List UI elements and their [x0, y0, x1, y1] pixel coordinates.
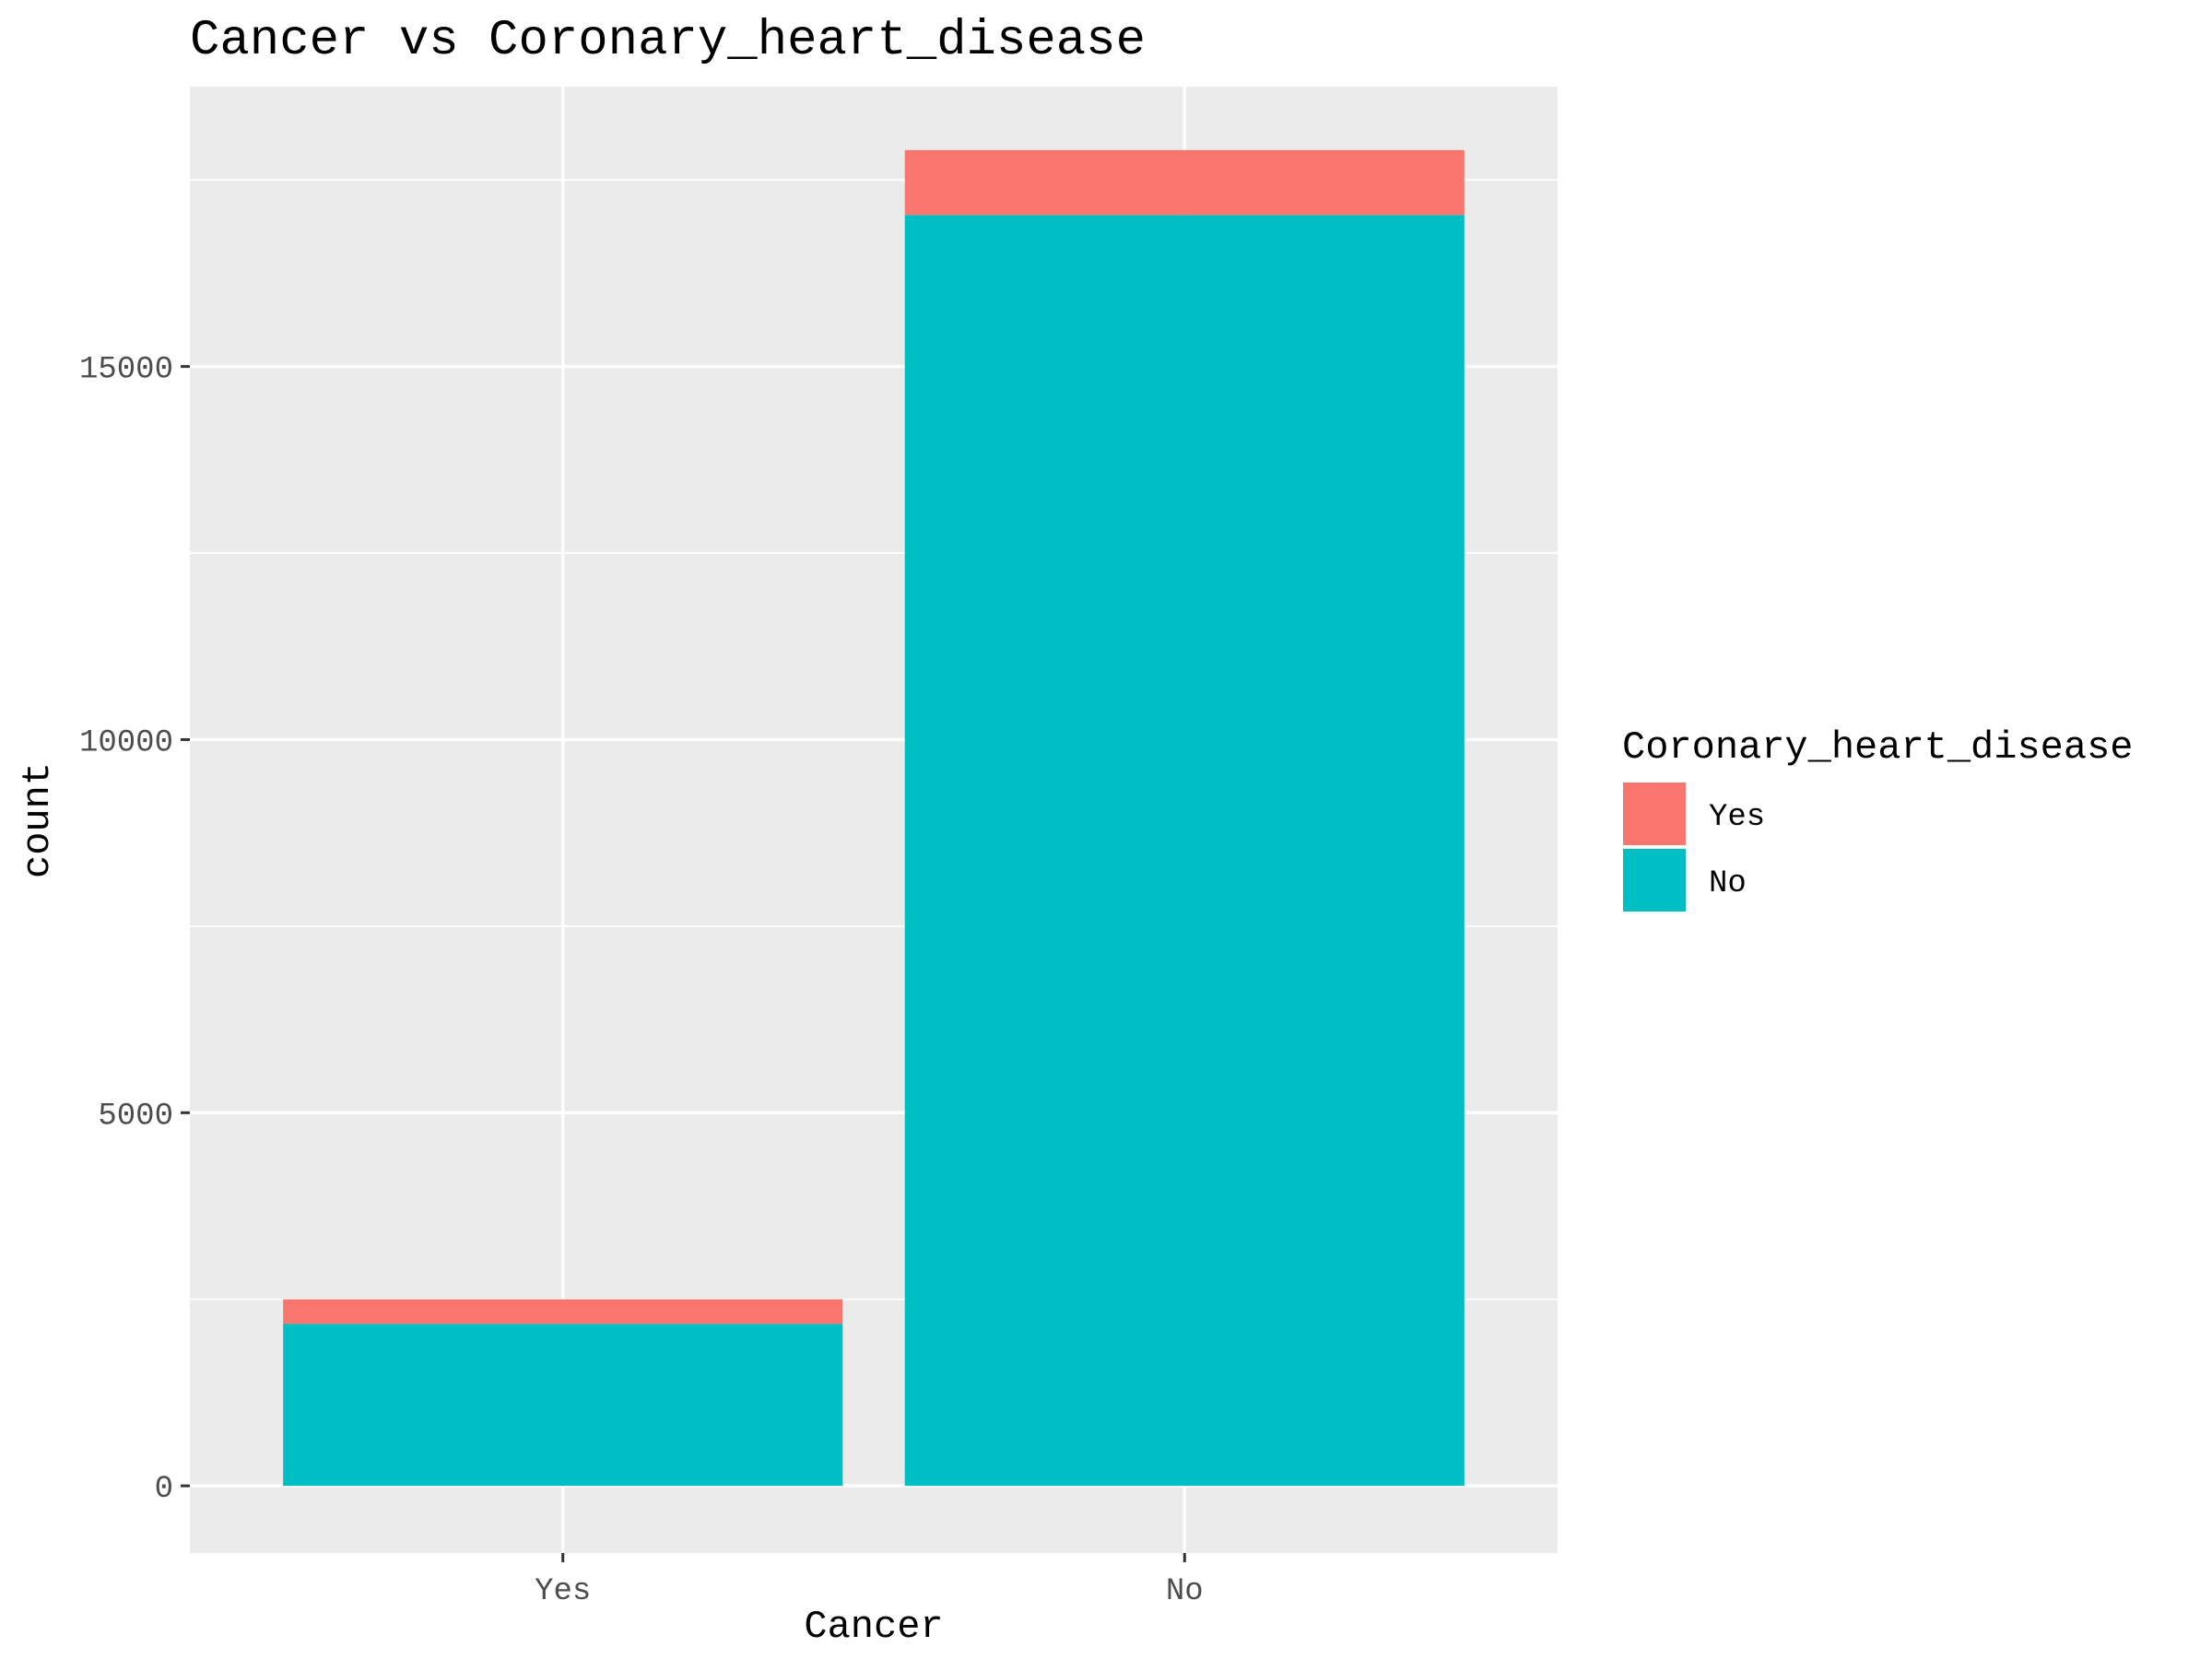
bar-no-no: [904, 215, 1465, 1487]
x-tick-label: Yes: [535, 1574, 591, 1609]
bars: [283, 149, 1465, 1487]
legend: Coronary_heart_disease Yes No: [1621, 725, 2134, 913]
legend-title: Coronary_heart_disease: [1622, 725, 2134, 770]
x-axis-ticks: Yes No: [535, 1553, 1204, 1609]
bar-yes-yes: [283, 1299, 843, 1324]
x-axis-title: Cancer: [804, 1605, 943, 1649]
legend-key-yes: [1621, 781, 1688, 847]
legend-label-yes: Yes: [1709, 800, 1765, 835]
y-tick-label: 15000: [79, 353, 173, 388]
chart-title: Cancer vs Coronary_heart_disease: [190, 13, 1146, 69]
bar-no-yes: [904, 149, 1465, 216]
x-tick-label: No: [1166, 1574, 1204, 1609]
legend-items: Yes No: [1621, 781, 1765, 913]
bar-yes-no: [283, 1324, 843, 1487]
y-tick-label: 10000: [79, 725, 173, 760]
legend-label-no: No: [1709, 866, 1747, 901]
y-tick-label: 0: [155, 1472, 173, 1507]
y-tick-label: 5000: [98, 1099, 173, 1134]
y-axis-ticks: 0 5000 10000 15000: [79, 353, 190, 1507]
y-axis-title: count: [16, 762, 60, 878]
legend-key-no: [1621, 847, 1688, 913]
